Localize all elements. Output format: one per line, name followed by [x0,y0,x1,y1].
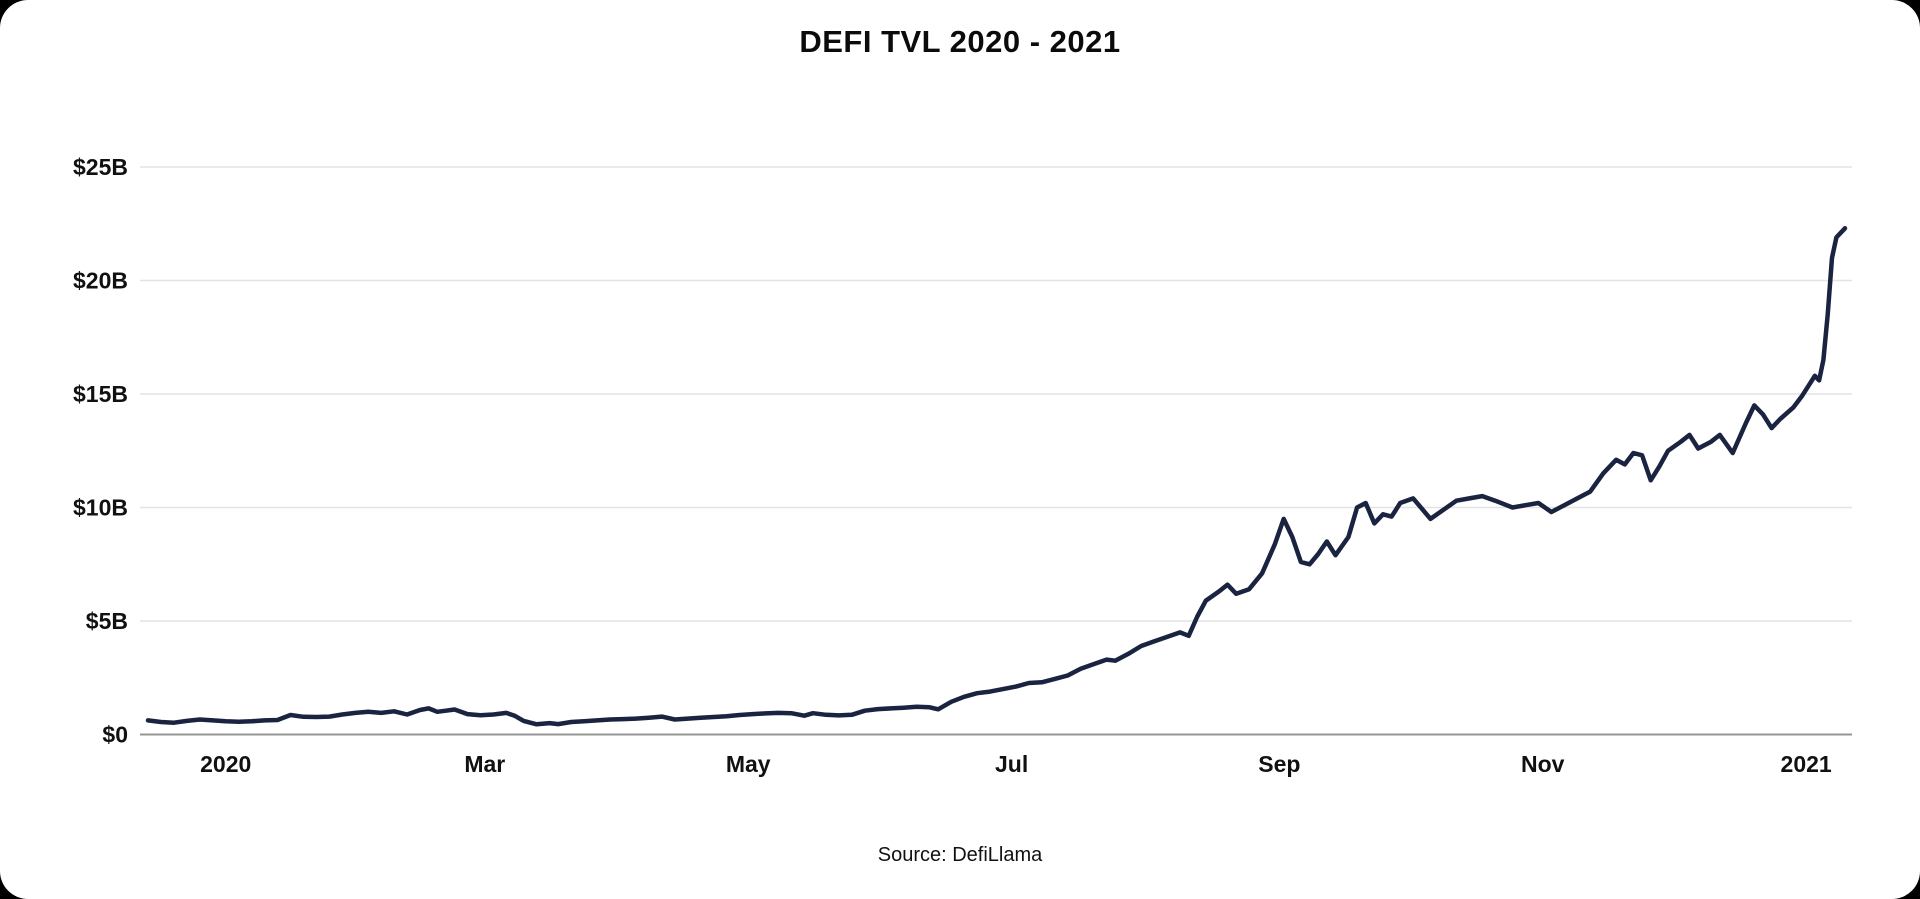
y-axis-tick-label: $10B [73,495,128,521]
x-axis-tick-label: May [726,751,771,777]
source-caption: Source: DefiLlama [877,844,1043,866]
y-axis-tick-label: $0 [102,722,128,748]
y-axis-tick-label: $15B [73,381,128,407]
x-axis-tick-label: Nov [1521,751,1565,777]
x-axis-tick-label: Sep [1258,751,1300,777]
x-axis-tick-label: Mar [464,751,505,777]
x-axis-tick-label: Jul [995,751,1028,777]
y-axis-tick-label: $5B [86,608,128,634]
y-axis-tick-label: $25B [73,154,128,180]
y-axis-tick-label: $20B [73,268,128,294]
x-axis-tick-label: 2021 [1781,751,1832,777]
x-axis-tick-label: 2020 [200,751,251,777]
tvl-line [145,226,1848,727]
chart-title: DEFI TVL 2020 - 2021 [799,24,1121,59]
